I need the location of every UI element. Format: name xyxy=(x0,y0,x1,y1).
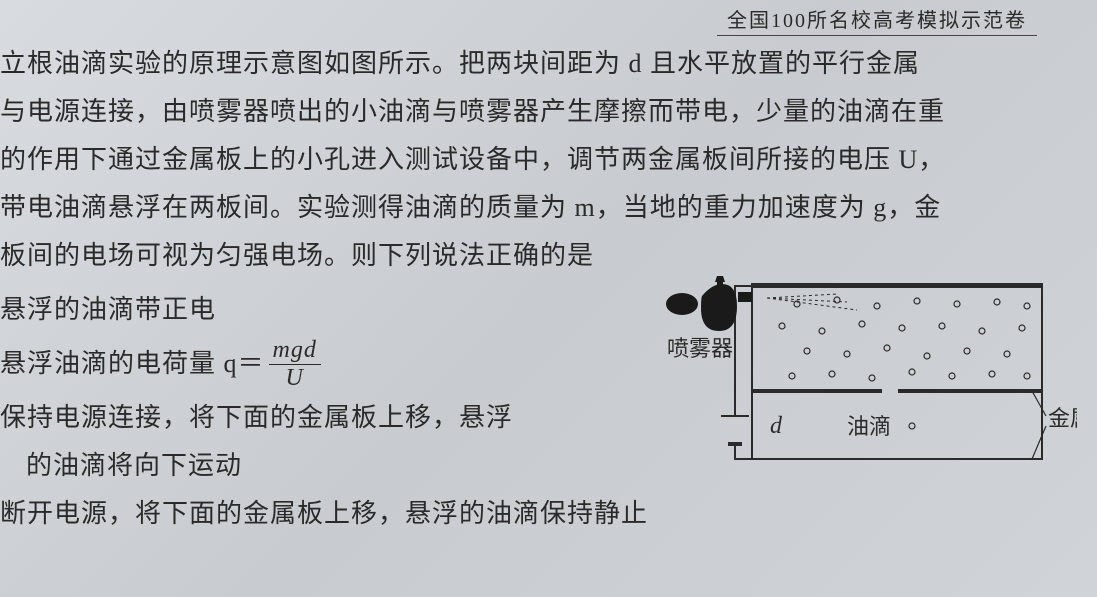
droplet-label: 油滴 xyxy=(847,414,891,439)
sprayer-bulb xyxy=(666,293,698,315)
option-d-text: 断开电源，将下面的金属板上移，悬浮的油滴保持静止 xyxy=(0,490,648,538)
gap-label-d: d xyxy=(770,413,783,439)
leader-line-lower xyxy=(1032,426,1046,459)
suspended-droplet xyxy=(909,423,915,429)
header-text: 全国100所名校高考模拟示范卷 xyxy=(727,10,1027,32)
body-line-5: 板间的电场可视为匀强电场。则下列说法正确的是 xyxy=(0,232,1087,280)
exam-source-header: 全国100所名校高考模拟示范卷 xyxy=(717,2,1037,36)
option-a-text: 悬浮的油滴带正电 xyxy=(0,286,216,334)
option-c-text2: 的油滴将向下运动 xyxy=(0,442,242,490)
option-d: 断开电源，将下面的金属板上移，悬浮的油滴保持静止 xyxy=(0,490,1087,538)
spray-lines xyxy=(767,294,857,310)
option-c-text1: 保持电源连接，将下面的金属板上移，悬浮 xyxy=(0,394,513,442)
body-line-4: 带电油滴悬浮在两板间。实验测得油滴的质量为 m，当地的重力加速度为 g，金 xyxy=(0,184,1087,232)
fraction: mgd U xyxy=(269,337,321,391)
option-b-prefix: 悬浮油滴的电荷量 q＝ xyxy=(0,340,265,388)
body-line-3: 的作用下通过金属板上的小孔进入测试设备中，调节两金属板间所接的电压 U， xyxy=(0,136,1087,184)
sprayer-label: 喷雾器 xyxy=(667,336,733,361)
body-line-2: 与电源连接，由喷雾器喷出的小油滴与喷雾器产生摩擦而带电，少量的油滴在重 xyxy=(0,88,1087,136)
fraction-numerator: mgd xyxy=(269,337,321,364)
sprayer-tip xyxy=(715,276,725,282)
oil-droplets xyxy=(779,297,1030,381)
apparatus-diagram: d 油滴 金属板 喷雾器 xyxy=(637,276,1077,486)
diagram-svg: d 油滴 金属板 喷雾器 xyxy=(637,276,1077,486)
plate-label: 金属板 xyxy=(1048,406,1077,431)
wire-bottom xyxy=(735,444,752,459)
wire-top xyxy=(735,286,752,416)
fraction-denominator: U xyxy=(282,365,308,391)
chamber-box xyxy=(752,284,1042,459)
leader-line-upper xyxy=(1032,391,1046,416)
sprayer-bottle xyxy=(701,284,737,331)
body-line-1: 立根油滴实验的原理示意图如图所示。把两块间距为 d 且水平放置的平行金属 xyxy=(0,40,1087,88)
